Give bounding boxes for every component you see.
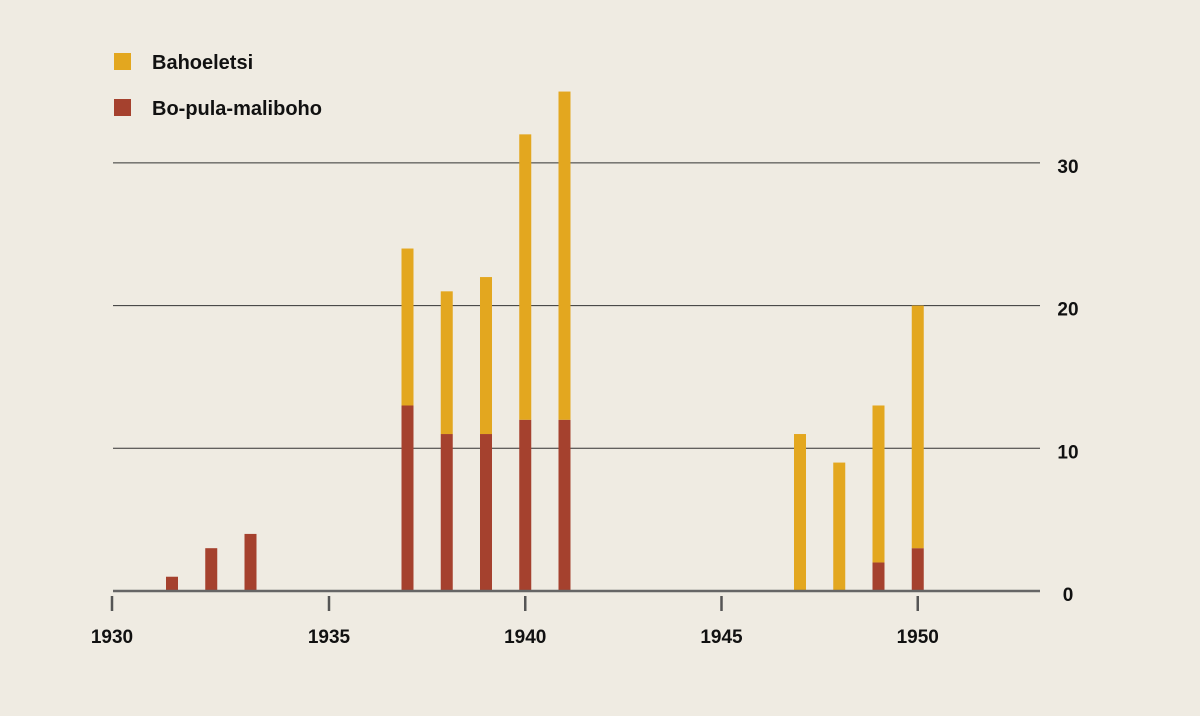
bar-bahoeletsi-1950 — [911, 305, 924, 549]
bar-bahoeletsi-1948 — [833, 462, 846, 591]
legend-swatch-bahoeletsi — [114, 53, 131, 70]
legend-label-bahoeletsi: Bahoeletsi — [152, 52, 253, 74]
legend-swatch-bo-pula-maliboho — [114, 99, 131, 116]
x-tick-label: 1930 — [91, 627, 133, 648]
y-tick-label: 20 — [1057, 300, 1078, 321]
bar-bahoeletsi-1937 — [401, 248, 414, 406]
bar-bo-pula-maliboho-1932 — [205, 548, 218, 591]
axes: 0 10 20 30 1930 1935 1940 1945 1950 — [91, 157, 1079, 648]
legend: Bahoeletsi Bo-pula-maliboho — [114, 52, 322, 120]
bar-bo-pula-maliboho-1937 — [401, 405, 414, 591]
y-tick-label: 10 — [1057, 442, 1078, 463]
y-tick-label: 0 — [1063, 585, 1074, 606]
bar-bo-pula-maliboho-1941 — [558, 419, 571, 591]
x-tick-label: 1950 — [897, 627, 939, 648]
bar-bahoeletsi-1938 — [440, 291, 453, 435]
bar-bahoeletsi-1949 — [872, 405, 885, 563]
legend-label-bo-pula-maliboho: Bo-pula-maliboho — [152, 98, 322, 120]
x-tick-label: 1940 — [504, 627, 546, 648]
bar-bahoeletsi-1939 — [480, 277, 492, 435]
bar-bo-pula-maliboho-1940 — [519, 419, 532, 591]
bars — [166, 91, 924, 591]
bar-bo-pula-maliboho-1931 — [166, 576, 178, 591]
bar-bahoeletsi-1947 — [794, 434, 806, 591]
bar-bahoeletsi-1941 — [558, 91, 571, 420]
y-tick-label: 30 — [1057, 157, 1078, 178]
x-tick-label: 1935 — [308, 627, 351, 648]
bar-bo-pula-maliboho-1933 — [244, 533, 257, 591]
bar-bo-pula-maliboho-1938 — [440, 434, 453, 591]
bar-bo-pula-maliboho-1939 — [480, 434, 492, 591]
x-tick-label: 1945 — [700, 627, 743, 648]
bar-bo-pula-maliboho-1950 — [911, 548, 924, 591]
gridlines — [113, 162, 1040, 449]
bar-bahoeletsi-1940 — [519, 134, 532, 420]
bar-bo-pula-maliboho-1949 — [872, 562, 885, 591]
